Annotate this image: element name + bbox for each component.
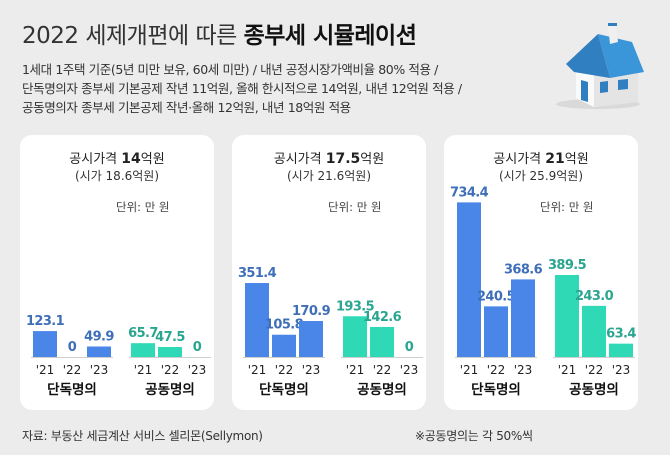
data-label: 0	[193, 340, 202, 355]
series-label: 단독명의	[259, 381, 309, 398]
chart-panel-1: 공시가격 14억원 (시가 18.6억원) 단위: 만 원 123.1 '21 0 '22 4…	[20, 135, 214, 410]
description-line: 공동명의자 종부세 기본공제 작년·올해 12억원, 내년 18억원 적용	[22, 100, 351, 115]
chart-subtitle: (시가 18.6억원)	[75, 169, 159, 183]
data-label: 240.5	[477, 289, 516, 304]
bar	[87, 346, 111, 357]
tick-label: '22	[63, 363, 82, 377]
data-label: 734.4	[450, 185, 489, 200]
chart-2: 공시가격 17.5억원 (시가 21.6억원) 단위: 만 원 351.4 '21 105…	[238, 151, 423, 398]
data-label: 0	[68, 340, 77, 355]
tick-label: '21	[36, 363, 55, 377]
tick-label: '23	[188, 363, 207, 377]
description-line: 단독명의자 종부세 기본공제 작년 11억원, 올해 한시적으로 14억원, 내…	[22, 81, 462, 96]
bar	[131, 343, 155, 357]
series-label: 공동명의	[569, 381, 619, 398]
tick-label: '23	[90, 363, 109, 377]
data-label: 0	[405, 340, 414, 355]
bar	[555, 275, 579, 357]
tick-label: '21	[460, 363, 479, 377]
joint-ownership-note: ※공동명의는 각 50%씩	[415, 429, 533, 443]
chart-subtitle: (시가 25.9억원)	[499, 169, 583, 183]
data-label: 123.1	[26, 314, 65, 329]
title-bold: 종부세 시뮬레이션	[243, 23, 417, 49]
tick-label: '22	[585, 363, 604, 377]
series-label: 단독명의	[471, 381, 521, 398]
bar	[484, 306, 508, 357]
tick-label: '22	[373, 363, 392, 377]
chart-1: 공시가격 14억원 (시가 18.6억원) 단위: 만 원 123.1 '21 0 '22 4…	[26, 151, 211, 398]
title-light: 2022 세제개편에 따른	[22, 23, 237, 49]
series-label: 공동명의	[145, 381, 195, 398]
chart-title: 공시가격 17.5억원	[274, 151, 384, 167]
chart-3: 공시가격 21억원 (시가 25.9억원) 단위: 만 원 734.4 '21 240.5…	[450, 151, 637, 398]
data-label: 193.5	[336, 299, 375, 314]
tick-label: '22	[487, 363, 506, 377]
unit-label: 단위: 만 원	[540, 200, 594, 214]
bar	[511, 279, 535, 357]
description-line: 1세대 1주택 기준(5년 미만 보유, 60세 미만) / 내년 공정시장가액…	[22, 62, 438, 77]
bar	[299, 321, 323, 357]
description: 1세대 1주택 기준(5년 미만 보유, 60세 미만) / 내년 공정시장가액…	[22, 60, 542, 117]
house-icon	[556, 23, 644, 109]
data-label: 142.6	[363, 310, 402, 325]
tick-label: '21	[346, 363, 365, 377]
bar	[457, 202, 481, 357]
tick-label: '23	[400, 363, 419, 377]
tick-label: '21	[248, 363, 267, 377]
tick-label: '23	[302, 363, 321, 377]
tick-label: '22	[161, 363, 180, 377]
chart-panel-3: 공시가격 21억원 (시가 25.9억원) 단위: 만 원 734.4 '21 240.5…	[444, 135, 638, 410]
bar	[582, 305, 606, 357]
tick-label: '21	[558, 363, 577, 377]
data-label: 389.5	[548, 258, 587, 273]
unit-label: 단위: 만 원	[116, 200, 170, 214]
bar	[370, 326, 394, 357]
tick-label: '21	[134, 363, 153, 377]
series-label: 공동명의	[357, 381, 407, 398]
tick-label: '23	[612, 363, 631, 377]
bar	[343, 316, 367, 357]
data-label: 47.5	[155, 330, 185, 345]
data-label: 63.4	[606, 327, 636, 342]
data-label: 351.4	[238, 266, 277, 281]
unit-label: 단위: 만 원	[328, 200, 382, 214]
data-label: 49.9	[84, 329, 114, 344]
source-note: 자료: 부동산 세금계산 서비스 셀리몬(Sellymon)	[22, 429, 263, 443]
bar	[245, 283, 269, 357]
data-label: 243.0	[575, 289, 614, 304]
chart-panel-2: 공시가격 17.5억원 (시가 21.6억원) 단위: 만 원 351.4 '21 105…	[232, 135, 426, 410]
tick-label: '22	[275, 363, 294, 377]
tick-label: '23	[514, 363, 533, 377]
bar	[272, 334, 296, 357]
data-label: 170.9	[292, 304, 331, 319]
chart-title: 공시가격 21억원	[493, 151, 588, 167]
chart-subtitle: (시가 21.6억원)	[287, 169, 371, 183]
page-title: 2022 세제개편에 따른 종부세 시뮬레이션	[22, 16, 417, 50]
data-label: 105.8	[265, 318, 304, 333]
series-label: 단독명의	[47, 381, 97, 398]
data-label: 65.7	[128, 326, 158, 341]
bar	[33, 331, 57, 357]
bar	[609, 343, 633, 357]
bar	[158, 347, 182, 357]
chart-title: 공시가격 14억원	[69, 151, 164, 167]
data-label: 368.6	[504, 262, 543, 277]
